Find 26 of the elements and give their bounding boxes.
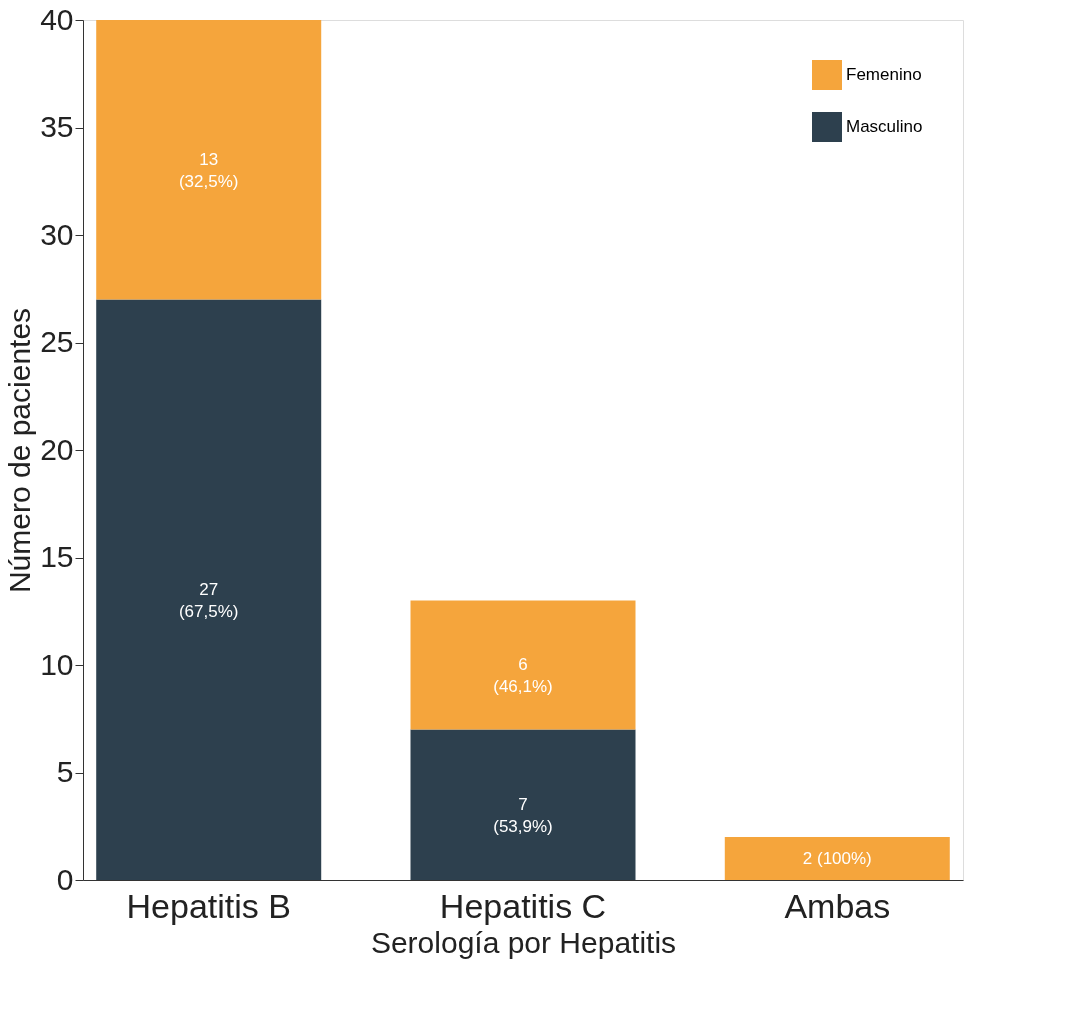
y-tick-label: 25: [40, 325, 74, 358]
legend-label: Femenino: [846, 65, 922, 84]
legend-label: Masculino: [846, 117, 923, 136]
data-label: 7 (53,9%): [493, 794, 553, 836]
x-axis-title: Serología por Hepatitis: [370, 925, 677, 959]
bar: [96, 20, 322, 300]
bar: [724, 837, 950, 880]
x-tick-label: Ambas: [784, 886, 891, 925]
data-label: 13 (32,5%): [178, 149, 239, 191]
y-tick-label: 0: [56, 862, 74, 896]
data-label: 6 (46,1%): [493, 655, 553, 696]
y-tick-label: 40: [40, 2, 74, 36]
x-tick-label: Hepatitis C: [439, 886, 607, 925]
y-tick-label: 5: [56, 755, 74, 788]
bar: [410, 729, 636, 880]
bar: [96, 299, 322, 880]
bar: [410, 600, 636, 730]
data-label: 27 (67,5%): [178, 579, 239, 621]
x-tick-label: Hepatitis B: [126, 886, 291, 925]
y-tick-label: 35: [40, 110, 74, 143]
y-tick-label: 20: [40, 432, 74, 466]
data-label: 2 (100%): [802, 848, 872, 868]
y-tick-label: 15: [40, 540, 74, 573]
y-tick-label: 10: [40, 647, 74, 681]
y-tick-label: 30: [40, 217, 74, 251]
y-axis-title: Número de pacientes: [3, 307, 37, 594]
